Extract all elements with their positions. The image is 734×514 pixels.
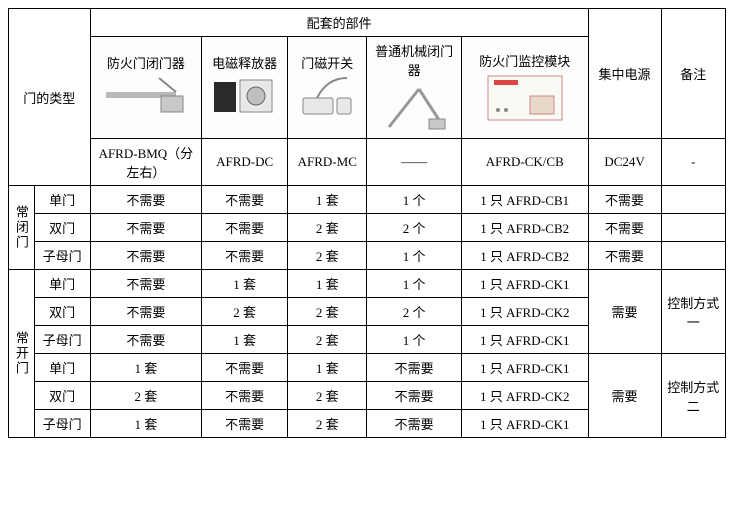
header-remark: 备注 bbox=[661, 9, 725, 139]
cell: 不需要 bbox=[90, 214, 202, 242]
subtype-label: 双门 bbox=[34, 214, 90, 242]
cell: 不需要 bbox=[90, 270, 202, 298]
cell: 控制方式一 bbox=[661, 270, 725, 354]
model-mech-closer: —— bbox=[367, 139, 461, 186]
subtype-label: 双门 bbox=[34, 298, 90, 326]
cell: 不需要 bbox=[202, 382, 288, 410]
header-matching-parts: 配套的部件 bbox=[90, 9, 588, 37]
fire-door-config-table: 门的类型 配套的部件 集中电源 备注 防火门闭门器 电磁释放器 门磁开关 bbox=[8, 8, 726, 438]
cell: 2 套 bbox=[288, 326, 367, 354]
cell: 2 套 bbox=[288, 298, 367, 326]
table-row: 常开门 单门 不需要 1 套 1 套 1 个 1 只 AFRD-CK1 需要 控… bbox=[9, 270, 726, 298]
subtype-label: 单门 bbox=[34, 354, 90, 382]
group-normally-open: 常开门 bbox=[9, 270, 35, 438]
subtype-label: 子母门 bbox=[34, 242, 90, 270]
col-monitor-label: 防火门监控模块 bbox=[464, 51, 586, 70]
table-row: 双门 不需要 不需要 2 套 2 个 1 只 AFRD-CB2 不需要 bbox=[9, 214, 726, 242]
header-power: 集中电源 bbox=[588, 9, 661, 139]
cell: 不需要 bbox=[202, 214, 288, 242]
cell: 控制方式二 bbox=[661, 354, 725, 438]
cell: 不需要 bbox=[202, 354, 288, 382]
model-closer: AFRD-BMQ（分左右） bbox=[90, 139, 202, 186]
model-power: DC24V bbox=[588, 139, 661, 186]
subtype-label: 单门 bbox=[34, 186, 90, 214]
cell: 1 套 bbox=[288, 186, 367, 214]
cell: 不需要 bbox=[90, 326, 202, 354]
cell: 1 只 AFRD-CK1 bbox=[461, 354, 588, 382]
cell: 2 个 bbox=[367, 214, 461, 242]
model-monitor: AFRD-CK/CB bbox=[461, 139, 588, 186]
cell: 1 只 AFRD-CK2 bbox=[461, 298, 588, 326]
cell: 2 套 bbox=[90, 382, 202, 410]
cell: 2 套 bbox=[288, 382, 367, 410]
col-mag-switch-label: 门磁开关 bbox=[290, 53, 364, 72]
col-releaser-label: 电磁释放器 bbox=[204, 53, 285, 72]
cell: 1 只 AFRD-CK1 bbox=[461, 410, 588, 438]
cell: 1 套 bbox=[90, 410, 202, 438]
cell: 需要 bbox=[588, 354, 661, 438]
cell: 1 套 bbox=[288, 354, 367, 382]
cell: 1 只 AFRD-CB2 bbox=[461, 242, 588, 270]
cell: 需要 bbox=[588, 270, 661, 354]
cell bbox=[661, 242, 725, 270]
cell bbox=[661, 186, 725, 214]
subtype-label: 双门 bbox=[34, 382, 90, 410]
col-monitor: 防火门监控模块 bbox=[461, 37, 588, 139]
cell: 2 个 bbox=[367, 298, 461, 326]
cell: 不需要 bbox=[367, 354, 461, 382]
cell: 1 只 AFRD-CB1 bbox=[461, 186, 588, 214]
cell: 不需要 bbox=[202, 242, 288, 270]
cell: 1 个 bbox=[367, 186, 461, 214]
cell: 1 套 bbox=[202, 270, 288, 298]
cell: 不需要 bbox=[202, 410, 288, 438]
table-row: 常闭门 单门 不需要 不需要 1 套 1 个 1 只 AFRD-CB1 不需要 bbox=[9, 186, 726, 214]
model-mag-switch: AFRD-MC bbox=[288, 139, 367, 186]
cell: 1 套 bbox=[288, 270, 367, 298]
model-remark: - bbox=[661, 139, 725, 186]
subtype-label: 单门 bbox=[34, 270, 90, 298]
cell: 1 只 AFRD-CB2 bbox=[461, 214, 588, 242]
cell: 2 套 bbox=[288, 242, 367, 270]
cell: 1 个 bbox=[367, 270, 461, 298]
cell: 1 只 AFRD-CK1 bbox=[461, 270, 588, 298]
cell: 不需要 bbox=[588, 242, 661, 270]
cell: 1 个 bbox=[367, 242, 461, 270]
cell: 不需要 bbox=[90, 298, 202, 326]
monitor-icon bbox=[480, 70, 570, 125]
cell: 不需要 bbox=[367, 410, 461, 438]
col-mech-closer: 普通机械闭门器 bbox=[367, 37, 461, 139]
releaser-icon bbox=[210, 72, 280, 122]
cell bbox=[661, 214, 725, 242]
cell: 1 只 AFRD-CK1 bbox=[461, 326, 588, 354]
cell: 2 套 bbox=[288, 410, 367, 438]
cell: 不需要 bbox=[588, 186, 661, 214]
cell: 不需要 bbox=[90, 242, 202, 270]
col-releaser: 电磁释放器 bbox=[202, 37, 288, 139]
subtype-label: 子母门 bbox=[34, 410, 90, 438]
closer-icon bbox=[101, 72, 191, 122]
cell: 2 套 bbox=[288, 214, 367, 242]
col-mag-switch: 门磁开关 bbox=[288, 37, 367, 139]
cell: 不需要 bbox=[367, 382, 461, 410]
model-releaser: AFRD-DC bbox=[202, 139, 288, 186]
cell: 不需要 bbox=[202, 186, 288, 214]
cell: 1 个 bbox=[367, 326, 461, 354]
table-row: 子母门 不需要 不需要 2 套 1 个 1 只 AFRD-CB2 不需要 bbox=[9, 242, 726, 270]
col-mech-closer-label: 普通机械闭门器 bbox=[369, 41, 458, 79]
header-door-type: 门的类型 bbox=[9, 9, 91, 186]
table-row: 单门 1 套 不需要 1 套 不需要 1 只 AFRD-CK1 需要 控制方式二 bbox=[9, 354, 726, 382]
col-closer: 防火门闭门器 bbox=[90, 37, 202, 139]
cell: 不需要 bbox=[90, 186, 202, 214]
cell: 2 套 bbox=[202, 298, 288, 326]
cell: 1 套 bbox=[90, 354, 202, 382]
mag-switch-icon bbox=[297, 72, 357, 122]
group-normally-closed: 常闭门 bbox=[9, 186, 35, 270]
cell: 1 只 AFRD-CK2 bbox=[461, 382, 588, 410]
mech-closer-icon bbox=[379, 79, 449, 134]
cell: 1 套 bbox=[202, 326, 288, 354]
col-closer-label: 防火门闭门器 bbox=[93, 53, 200, 72]
cell: 不需要 bbox=[588, 214, 661, 242]
subtype-label: 子母门 bbox=[34, 326, 90, 354]
